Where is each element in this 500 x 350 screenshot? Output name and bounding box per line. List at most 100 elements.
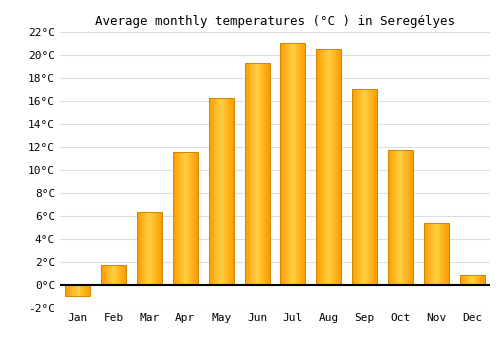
Bar — [258, 63, 259, 285]
Bar — [182, 153, 183, 285]
Bar — [260, 63, 262, 285]
Bar — [101, 265, 102, 285]
Bar — [123, 265, 124, 285]
Bar — [74, 285, 76, 296]
Bar — [438, 223, 439, 285]
Bar — [160, 212, 162, 285]
Bar — [66, 285, 67, 296]
Bar — [196, 153, 197, 285]
Bar — [263, 63, 264, 285]
Bar — [410, 150, 412, 285]
Bar — [137, 212, 162, 285]
Bar — [87, 285, 88, 296]
Bar — [146, 212, 147, 285]
Bar — [227, 98, 228, 285]
Bar — [291, 43, 292, 285]
Bar — [213, 98, 214, 285]
Bar — [434, 223, 436, 285]
Bar — [294, 43, 296, 285]
Bar — [292, 43, 293, 285]
Bar — [159, 212, 160, 285]
Bar — [446, 223, 447, 285]
Bar — [208, 98, 210, 285]
Bar — [107, 265, 108, 285]
Bar — [388, 150, 390, 285]
Bar — [80, 285, 82, 296]
Bar — [426, 223, 427, 285]
Bar — [140, 212, 141, 285]
Bar — [468, 275, 469, 285]
Bar — [463, 275, 464, 285]
Bar — [374, 89, 376, 285]
Bar — [317, 49, 318, 285]
Bar — [443, 223, 444, 285]
Bar — [447, 223, 448, 285]
Bar — [288, 43, 290, 285]
Bar — [221, 98, 222, 285]
Bar — [364, 89, 366, 285]
Bar — [78, 285, 79, 296]
Bar — [111, 265, 112, 285]
Bar — [262, 63, 263, 285]
Bar — [254, 63, 256, 285]
Bar — [373, 89, 374, 285]
Bar — [396, 150, 397, 285]
Bar — [398, 150, 400, 285]
Bar — [192, 153, 193, 285]
Bar — [178, 153, 180, 285]
Bar — [183, 153, 184, 285]
Bar — [332, 49, 333, 285]
Bar — [66, 285, 90, 296]
Bar — [433, 223, 434, 285]
Bar — [264, 63, 266, 285]
Bar — [462, 275, 463, 285]
Bar — [333, 49, 334, 285]
Bar — [366, 89, 367, 285]
Bar — [194, 153, 196, 285]
Bar — [147, 212, 148, 285]
Bar — [448, 223, 449, 285]
Bar — [230, 98, 232, 285]
Bar — [256, 63, 257, 285]
Bar — [440, 223, 442, 285]
Bar — [424, 223, 426, 285]
Bar — [356, 89, 357, 285]
Bar — [408, 150, 409, 285]
Bar — [220, 98, 221, 285]
Bar — [400, 150, 402, 285]
Bar — [157, 212, 158, 285]
Bar — [402, 150, 403, 285]
Bar — [214, 98, 216, 285]
Bar — [390, 150, 391, 285]
Bar — [82, 285, 83, 296]
Bar — [360, 89, 361, 285]
Bar — [77, 285, 78, 296]
Bar — [479, 275, 480, 285]
Bar — [358, 89, 360, 285]
Bar — [339, 49, 340, 285]
Bar — [269, 63, 270, 285]
Bar — [428, 223, 430, 285]
Bar — [158, 212, 159, 285]
Bar — [287, 43, 288, 285]
Bar — [226, 98, 227, 285]
Bar — [210, 98, 211, 285]
Bar — [216, 98, 217, 285]
Bar — [293, 43, 294, 285]
Bar — [67, 285, 68, 296]
Bar — [177, 153, 178, 285]
Bar — [197, 153, 198, 285]
Bar — [144, 212, 146, 285]
Bar — [223, 98, 224, 285]
Bar — [156, 212, 157, 285]
Bar — [403, 150, 404, 285]
Bar — [298, 43, 299, 285]
Bar — [357, 89, 358, 285]
Bar — [244, 63, 246, 285]
Bar — [212, 98, 213, 285]
Bar — [152, 212, 153, 285]
Bar — [424, 223, 449, 285]
Bar — [391, 150, 392, 285]
Bar — [432, 223, 433, 285]
Bar — [320, 49, 321, 285]
